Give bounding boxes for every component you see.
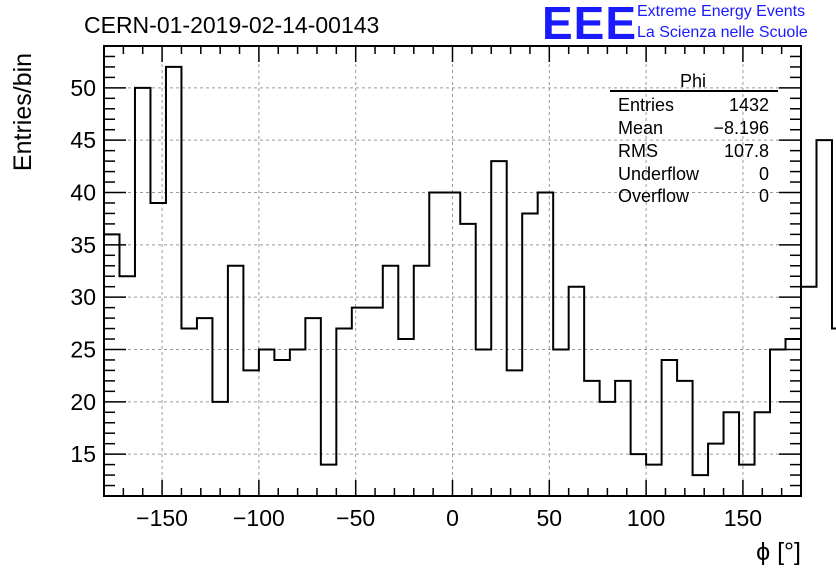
y-tick-label: 45 (70, 127, 96, 153)
x-tick-label: −150 (136, 505, 188, 531)
x-tick-label: −50 (336, 505, 375, 531)
y-tick-label: 15 (70, 441, 96, 467)
x-axis-label: ϕ [°] (756, 538, 801, 566)
stats-value-overflow: 0 (759, 186, 769, 206)
stats-title: Phi (680, 71, 706, 91)
stats-label-overflow: Overflow (618, 186, 690, 206)
stats-value-mean: −8.196 (713, 118, 769, 138)
logo-line-1: Extreme Energy Events (637, 3, 806, 20)
y-tick-label: 30 (70, 284, 96, 310)
grid-lines (104, 46, 801, 496)
y-tick-label: 35 (70, 232, 96, 258)
run-title: CERN-01-2019-02-14-00143 (84, 12, 379, 38)
eee-logo-mark: EEE (542, 0, 638, 49)
logo-line-2: La Scienza nelle Scuole (637, 24, 808, 41)
y-tick-label: 25 (70, 336, 96, 362)
tick-labels: −150 −100 −50 0 50 100 150 15 20 25 30 35 40 45 50 (70, 75, 762, 531)
stats-label-underflow: Underflow (618, 164, 700, 184)
y-tick-label: 50 (70, 75, 96, 101)
x-tick-label: 0 (446, 505, 459, 531)
stats-value-rms: 107.8 (724, 141, 769, 161)
x-tick-label: −100 (233, 505, 285, 531)
x-tick-label: 150 (724, 505, 762, 531)
y-tick-label: 20 (70, 389, 96, 415)
stats-value-underflow: 0 (759, 164, 769, 184)
stats-label-mean: Mean (618, 118, 663, 138)
y-tick-label: 40 (70, 180, 96, 206)
x-tick-label: 50 (537, 505, 563, 531)
stats-box: Phi Entries 1432 Mean −8.196 RMS 107.8 U… (610, 71, 778, 206)
stats-label-rms: RMS (618, 141, 658, 161)
stats-value-entries: 1432 (729, 95, 769, 115)
stats-label-entries: Entries (618, 95, 674, 115)
x-tick-label: 100 (627, 505, 665, 531)
axis-ticks (103, 45, 802, 496)
y-axis-label: Entries/bin (9, 53, 37, 171)
histogram-series (104, 65, 836, 477)
